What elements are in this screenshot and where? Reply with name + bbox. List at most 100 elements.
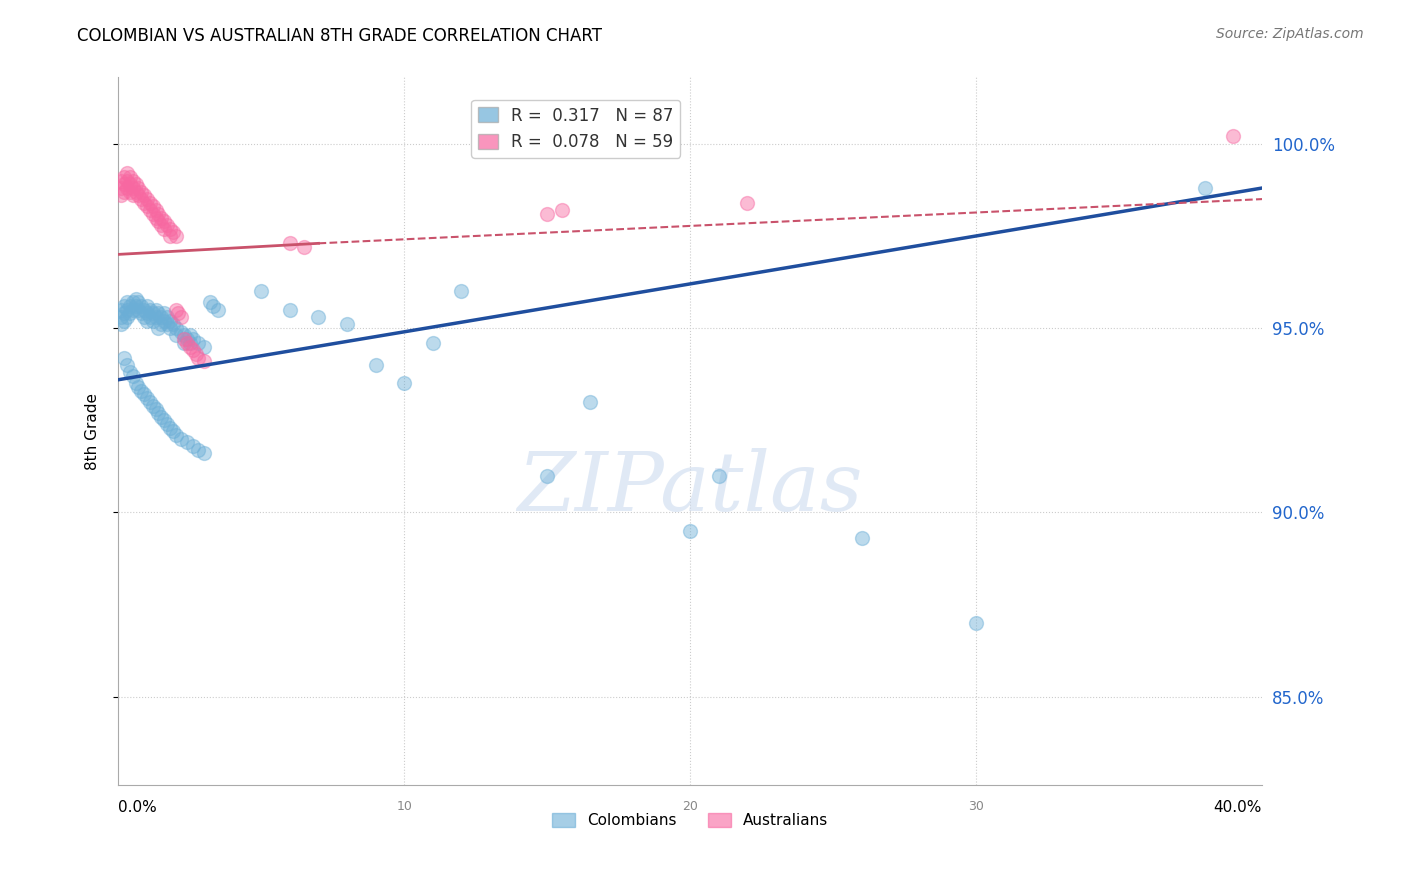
Point — [156, 417, 179, 431]
Point — [173, 332, 195, 346]
Point — [110, 302, 132, 317]
Point — [136, 391, 159, 405]
Point — [148, 207, 170, 221]
Point — [132, 387, 155, 401]
Point — [170, 325, 193, 339]
Point — [250, 285, 273, 299]
Point — [118, 185, 141, 199]
Point — [278, 236, 301, 251]
Point — [176, 332, 198, 346]
Point — [148, 306, 170, 320]
Point — [124, 178, 146, 192]
Point — [150, 211, 173, 225]
Point — [153, 413, 176, 427]
Point — [193, 340, 215, 354]
Point — [201, 299, 224, 313]
Point — [142, 199, 165, 213]
Point — [118, 169, 141, 184]
Point — [115, 302, 138, 317]
Point — [121, 369, 143, 384]
Point — [193, 354, 215, 368]
Point — [112, 306, 135, 320]
Point — [150, 218, 173, 232]
Point — [165, 302, 187, 317]
Point — [150, 318, 173, 332]
Point — [156, 310, 179, 324]
Point — [165, 321, 187, 335]
Point — [159, 314, 181, 328]
Point — [450, 285, 472, 299]
Point — [118, 178, 141, 192]
Point — [124, 376, 146, 391]
Point — [139, 195, 162, 210]
Point — [1194, 181, 1216, 195]
Point — [110, 188, 132, 202]
Point — [156, 318, 179, 332]
Point — [173, 335, 195, 350]
Point — [145, 203, 167, 218]
Point — [187, 335, 209, 350]
Point — [965, 615, 987, 630]
Point — [136, 306, 159, 320]
Point — [136, 299, 159, 313]
Point — [187, 442, 209, 457]
Point — [129, 384, 152, 398]
Text: COLOMBIAN VS AUSTRALIAN 8TH GRADE CORRELATION CHART: COLOMBIAN VS AUSTRALIAN 8TH GRADE CORREL… — [77, 27, 602, 45]
Point — [142, 306, 165, 320]
Point — [129, 306, 152, 320]
Point — [207, 302, 229, 317]
Legend: R =  0.317   N = 87, R =  0.078   N = 59: R = 0.317 N = 87, R = 0.078 N = 59 — [471, 100, 681, 158]
Point — [278, 302, 301, 317]
Point — [127, 188, 149, 202]
Point — [121, 295, 143, 310]
Point — [179, 340, 201, 354]
Point — [115, 310, 138, 324]
Point — [292, 240, 315, 254]
Point — [121, 181, 143, 195]
Point — [145, 211, 167, 225]
Point — [165, 428, 187, 442]
Point — [198, 295, 221, 310]
Point — [187, 351, 209, 365]
Point — [136, 199, 159, 213]
Point — [536, 207, 558, 221]
Point — [142, 399, 165, 413]
Point — [112, 169, 135, 184]
Point — [139, 302, 162, 317]
Point — [364, 358, 387, 372]
Point — [159, 229, 181, 244]
Text: 10: 10 — [396, 800, 412, 813]
Point — [173, 328, 195, 343]
Point — [124, 292, 146, 306]
Point — [139, 203, 162, 218]
Text: 40.0%: 40.0% — [1213, 800, 1263, 815]
Point — [118, 365, 141, 379]
Point — [176, 335, 198, 350]
Y-axis label: 8th Grade: 8th Grade — [86, 392, 100, 470]
Point — [159, 221, 181, 235]
Point — [115, 166, 138, 180]
Point — [142, 207, 165, 221]
Point — [153, 214, 176, 228]
Point — [181, 439, 204, 453]
Point — [145, 310, 167, 324]
Point — [179, 328, 201, 343]
Point — [121, 188, 143, 202]
Point — [153, 306, 176, 320]
Point — [156, 218, 179, 232]
Point — [150, 310, 173, 324]
Point — [159, 321, 181, 335]
Point — [132, 195, 155, 210]
Point — [110, 181, 132, 195]
Point — [129, 299, 152, 313]
Point — [179, 335, 201, 350]
Text: 30: 30 — [969, 800, 984, 813]
Point — [115, 358, 138, 372]
Text: ZIPatlas: ZIPatlas — [517, 448, 863, 528]
Point — [536, 468, 558, 483]
Text: 0.0%: 0.0% — [118, 800, 157, 815]
Point — [165, 328, 187, 343]
Point — [159, 420, 181, 434]
Point — [136, 314, 159, 328]
Point — [737, 195, 759, 210]
